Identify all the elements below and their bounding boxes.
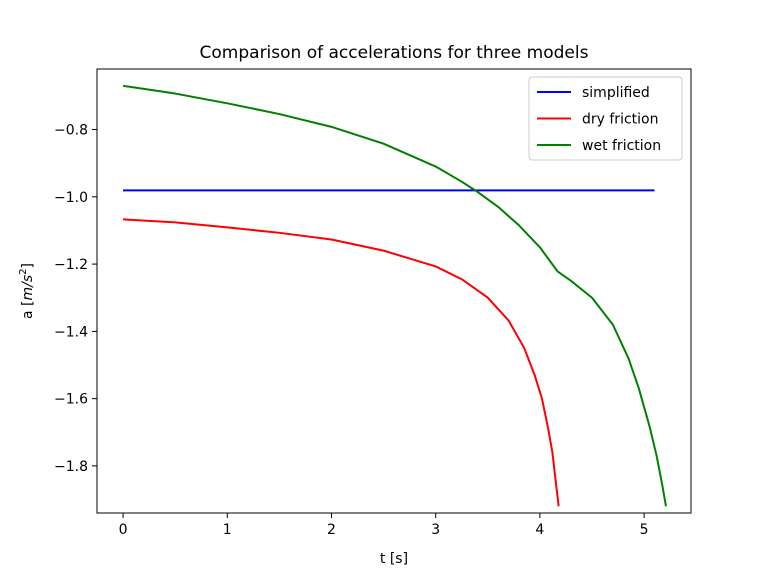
legend-label: wet friction bbox=[582, 138, 661, 154]
x-tick-label: 4 bbox=[535, 522, 544, 538]
legend-label: dry friction bbox=[582, 112, 658, 128]
y-tick-label: −1.0 bbox=[54, 190, 88, 206]
y-axis-label-sup: 2 bbox=[18, 268, 29, 274]
y-tick-label: −1.8 bbox=[54, 459, 88, 475]
legend-label: simplified bbox=[582, 85, 650, 101]
y-axis-label-var: m bbox=[20, 287, 36, 301]
x-tick-label: 3 bbox=[431, 522, 440, 538]
x-tick-label: 1 bbox=[223, 522, 232, 538]
x-tick-label: 0 bbox=[119, 522, 128, 538]
legend: simplified dry friction wet friction bbox=[528, 76, 683, 161]
plot-area bbox=[122, 84, 667, 507]
y-axis-label-suffix: ] bbox=[20, 263, 36, 268]
x-tick-label: 2 bbox=[327, 522, 336, 538]
legend-box bbox=[528, 76, 683, 161]
y-axis-ticks: −0.8 −1.0 −1.2 −1.4 −1.6 −1.8 bbox=[54, 123, 97, 475]
y-tick-label: −1.2 bbox=[54, 257, 88, 273]
chart-title: Comparison of accelerations for three mo… bbox=[200, 43, 589, 63]
series-line-wet-friction bbox=[122, 84, 667, 507]
x-axis-label: t [s] bbox=[380, 551, 408, 567]
y-axis-label: a [m/s2] bbox=[18, 263, 36, 319]
y-tick-label: −1.6 bbox=[54, 392, 88, 408]
y-axis-label-var2: s bbox=[20, 275, 36, 282]
x-axis-ticks: 0 1 2 3 4 5 bbox=[119, 513, 649, 538]
y-axis-label-prefix: a [ bbox=[20, 301, 36, 320]
x-tick-label: 5 bbox=[640, 522, 649, 538]
y-tick-label: −0.8 bbox=[54, 123, 88, 139]
y-axis-label-slash: / bbox=[20, 281, 36, 289]
y-tick-label: −1.4 bbox=[54, 324, 88, 340]
axes-frame bbox=[96, 68, 692, 514]
series-line-dry-friction bbox=[122, 218, 560, 507]
